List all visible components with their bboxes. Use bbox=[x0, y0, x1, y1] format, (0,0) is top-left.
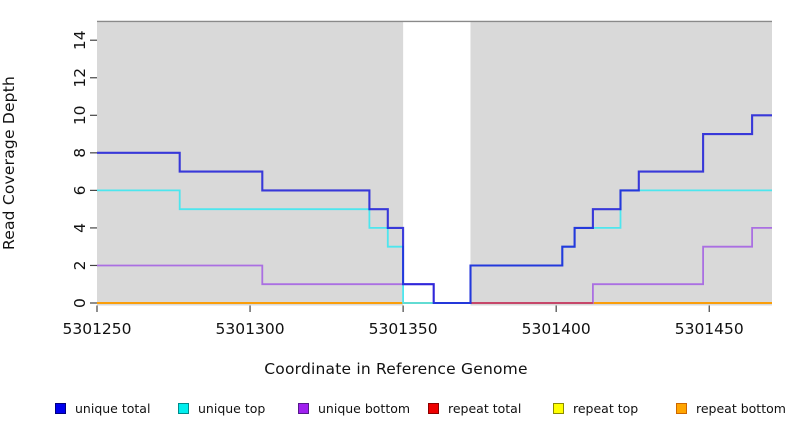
y-tick-label: 10 bbox=[71, 105, 89, 125]
x-tick-label: 5301350 bbox=[369, 320, 438, 338]
legend-swatch-icon bbox=[298, 402, 309, 414]
y-tick-label: 14 bbox=[71, 30, 89, 50]
x-tick-label: 5301250 bbox=[62, 320, 131, 338]
legend-swatch-icon bbox=[428, 402, 439, 414]
legend-item-repeat-total: repeat total bbox=[428, 399, 521, 417]
y-tick-label: 4 bbox=[71, 223, 89, 233]
y-tick-label: 2 bbox=[71, 261, 89, 271]
legend-swatch-icon bbox=[676, 402, 687, 414]
y-tick-label: 12 bbox=[71, 68, 89, 88]
legend-item-repeat-bottom: repeat bottom bbox=[676, 399, 786, 417]
covered-region bbox=[97, 21, 404, 306]
y-axis-title: Read Coverage Depth bbox=[0, 75, 18, 251]
legend-label: repeat total bbox=[448, 400, 522, 416]
legend-swatch-icon bbox=[55, 402, 66, 414]
y-tick-label: 6 bbox=[71, 185, 89, 195]
series-unique-total bbox=[97, 114, 772, 305]
x-tick-label: 5301300 bbox=[216, 320, 285, 338]
legend-item-unique-top: unique top bbox=[178, 399, 265, 417]
legend-item-unique-total: unique total bbox=[55, 399, 150, 417]
x-tick-label: 5301450 bbox=[675, 320, 744, 338]
legend-label: unique total bbox=[75, 400, 151, 416]
y-tick-label: 0 bbox=[71, 298, 89, 308]
x-tick-label: 5301400 bbox=[522, 320, 591, 338]
legend-swatch-icon bbox=[553, 402, 564, 414]
covered-region bbox=[470, 21, 772, 306]
series-unique-bottom bbox=[97, 227, 772, 304]
legend-label: repeat top bbox=[573, 400, 639, 416]
legend-label: repeat bottom bbox=[696, 400, 786, 416]
legend-label: unique top bbox=[198, 400, 266, 416]
y-tick-label: 8 bbox=[71, 148, 89, 158]
legend-item-unique-bottom: unique bottom bbox=[298, 399, 410, 417]
legend-item-repeat-top: repeat top bbox=[553, 399, 638, 417]
legend-swatch-icon bbox=[178, 402, 189, 414]
legend: unique total unique top unique bottom repea… bbox=[0, 399, 792, 421]
legend-label: unique bottom bbox=[318, 400, 411, 416]
x-axis-title: Coordinate in Reference Genome bbox=[264, 360, 528, 378]
